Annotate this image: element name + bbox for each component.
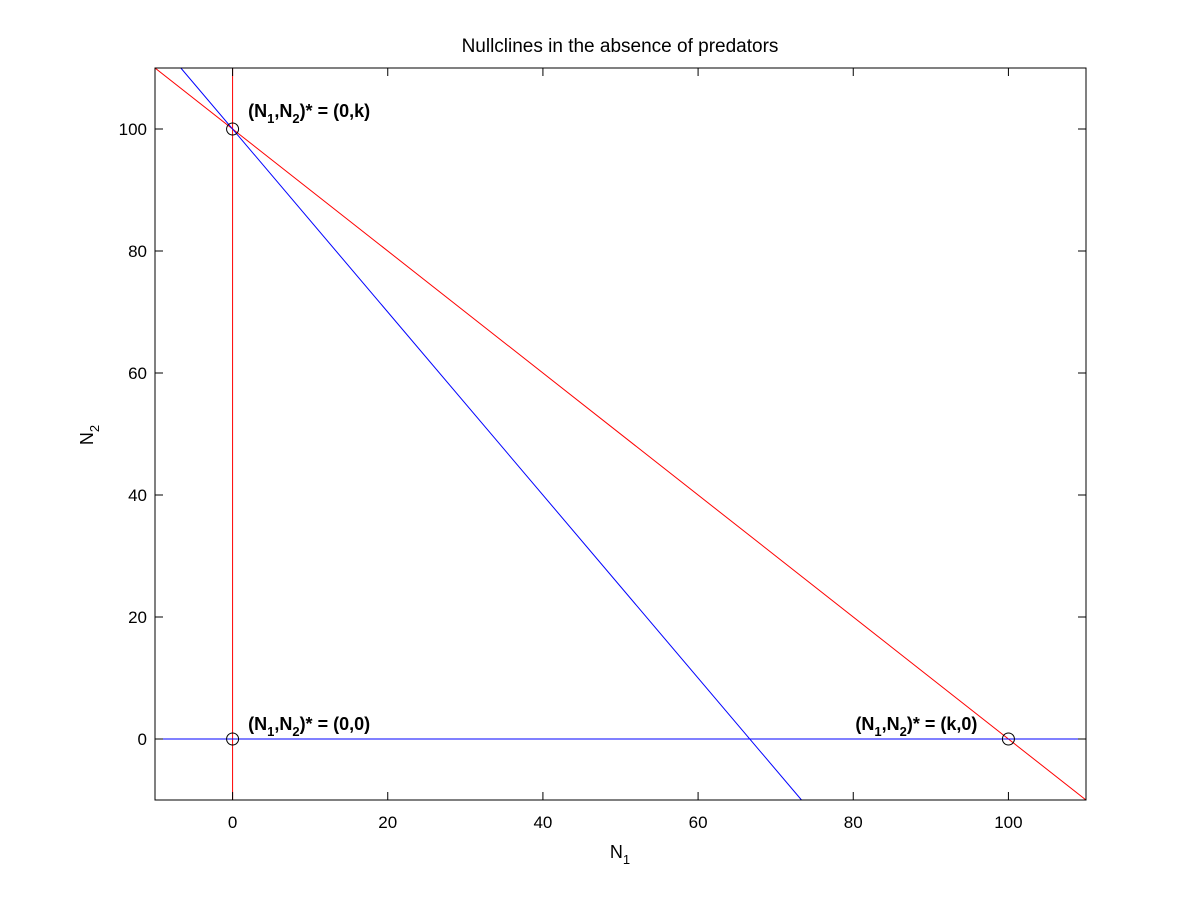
series-line-4	[180, 68, 802, 800]
equilibrium-label-1: (N1,N2)* = (0,k)	[248, 101, 370, 126]
chart-title: Nullclines in the absence of predators	[462, 36, 779, 57]
equilibrium-label-1-part-4: 2	[292, 111, 299, 126]
y-axis-title-base: N	[77, 432, 97, 445]
x-tick-label-100: 100	[994, 813, 1022, 832]
x-tick-label-0: 0	[228, 813, 237, 832]
x-axis-title-subscript: 1	[623, 852, 630, 867]
y-axis-title: N2	[77, 425, 102, 445]
equilibrium-label-3-part-3: ,N	[882, 714, 900, 734]
y-tick-label-80: 80	[128, 242, 147, 261]
x-tick-label-60: 60	[689, 813, 708, 832]
y-tick-label-40: 40	[128, 486, 147, 505]
equilibrium-label-2-part-5: )* = (0,0)	[300, 714, 371, 734]
equilibrium-label-3: (N1,N2)* = (k,0)	[855, 714, 977, 739]
equilibrium-label-2: (N1,N2)* = (0,0)	[248, 714, 370, 739]
axes-box	[154, 67, 1087, 801]
equilibrium-label-3-part-1: (N	[855, 714, 874, 734]
equilibrium-label-2-part-1: (N	[248, 714, 267, 734]
equilibrium-marker-1	[226, 122, 240, 136]
equilibrium-label-1-part-2: 1	[267, 111, 274, 126]
equilibrium-label-2-part-4: 2	[292, 724, 299, 739]
series-group	[155, 68, 1086, 800]
x-tick-label-40: 40	[533, 813, 552, 832]
y-axis-title-subscript: 2	[87, 425, 102, 432]
equilibrium-marker-3	[1001, 732, 1015, 746]
x-axis-title: N1	[610, 842, 630, 867]
equilibrium-label-3-part-2: 1	[874, 724, 881, 739]
equilibrium-label-1-part-5: )* = (0,k)	[300, 101, 371, 121]
y-tick-label-100: 100	[119, 120, 147, 139]
equilibrium-label-2-part-2: 1	[267, 724, 274, 739]
equilibrium-label-1-part-3: ,N	[274, 101, 292, 121]
equilibrium-label-1-part-1: (N	[248, 101, 267, 121]
x-tick-label-20: 20	[378, 813, 397, 832]
x-tick-label-80: 80	[844, 813, 863, 832]
equilibrium-marker-2	[226, 732, 240, 746]
series-line-2	[155, 68, 1086, 800]
y-tick-label-60: 60	[128, 364, 147, 383]
x-axis-title-base: N	[610, 842, 623, 862]
equilibrium-label-3-part-5: )* = (k,0)	[907, 714, 978, 734]
y-tick-label-20: 20	[128, 608, 147, 627]
y-tick-label-0: 0	[138, 730, 147, 749]
equilibrium-label-2-part-3: ,N	[274, 714, 292, 734]
equilibrium-label-3-part-4: 2	[900, 724, 907, 739]
